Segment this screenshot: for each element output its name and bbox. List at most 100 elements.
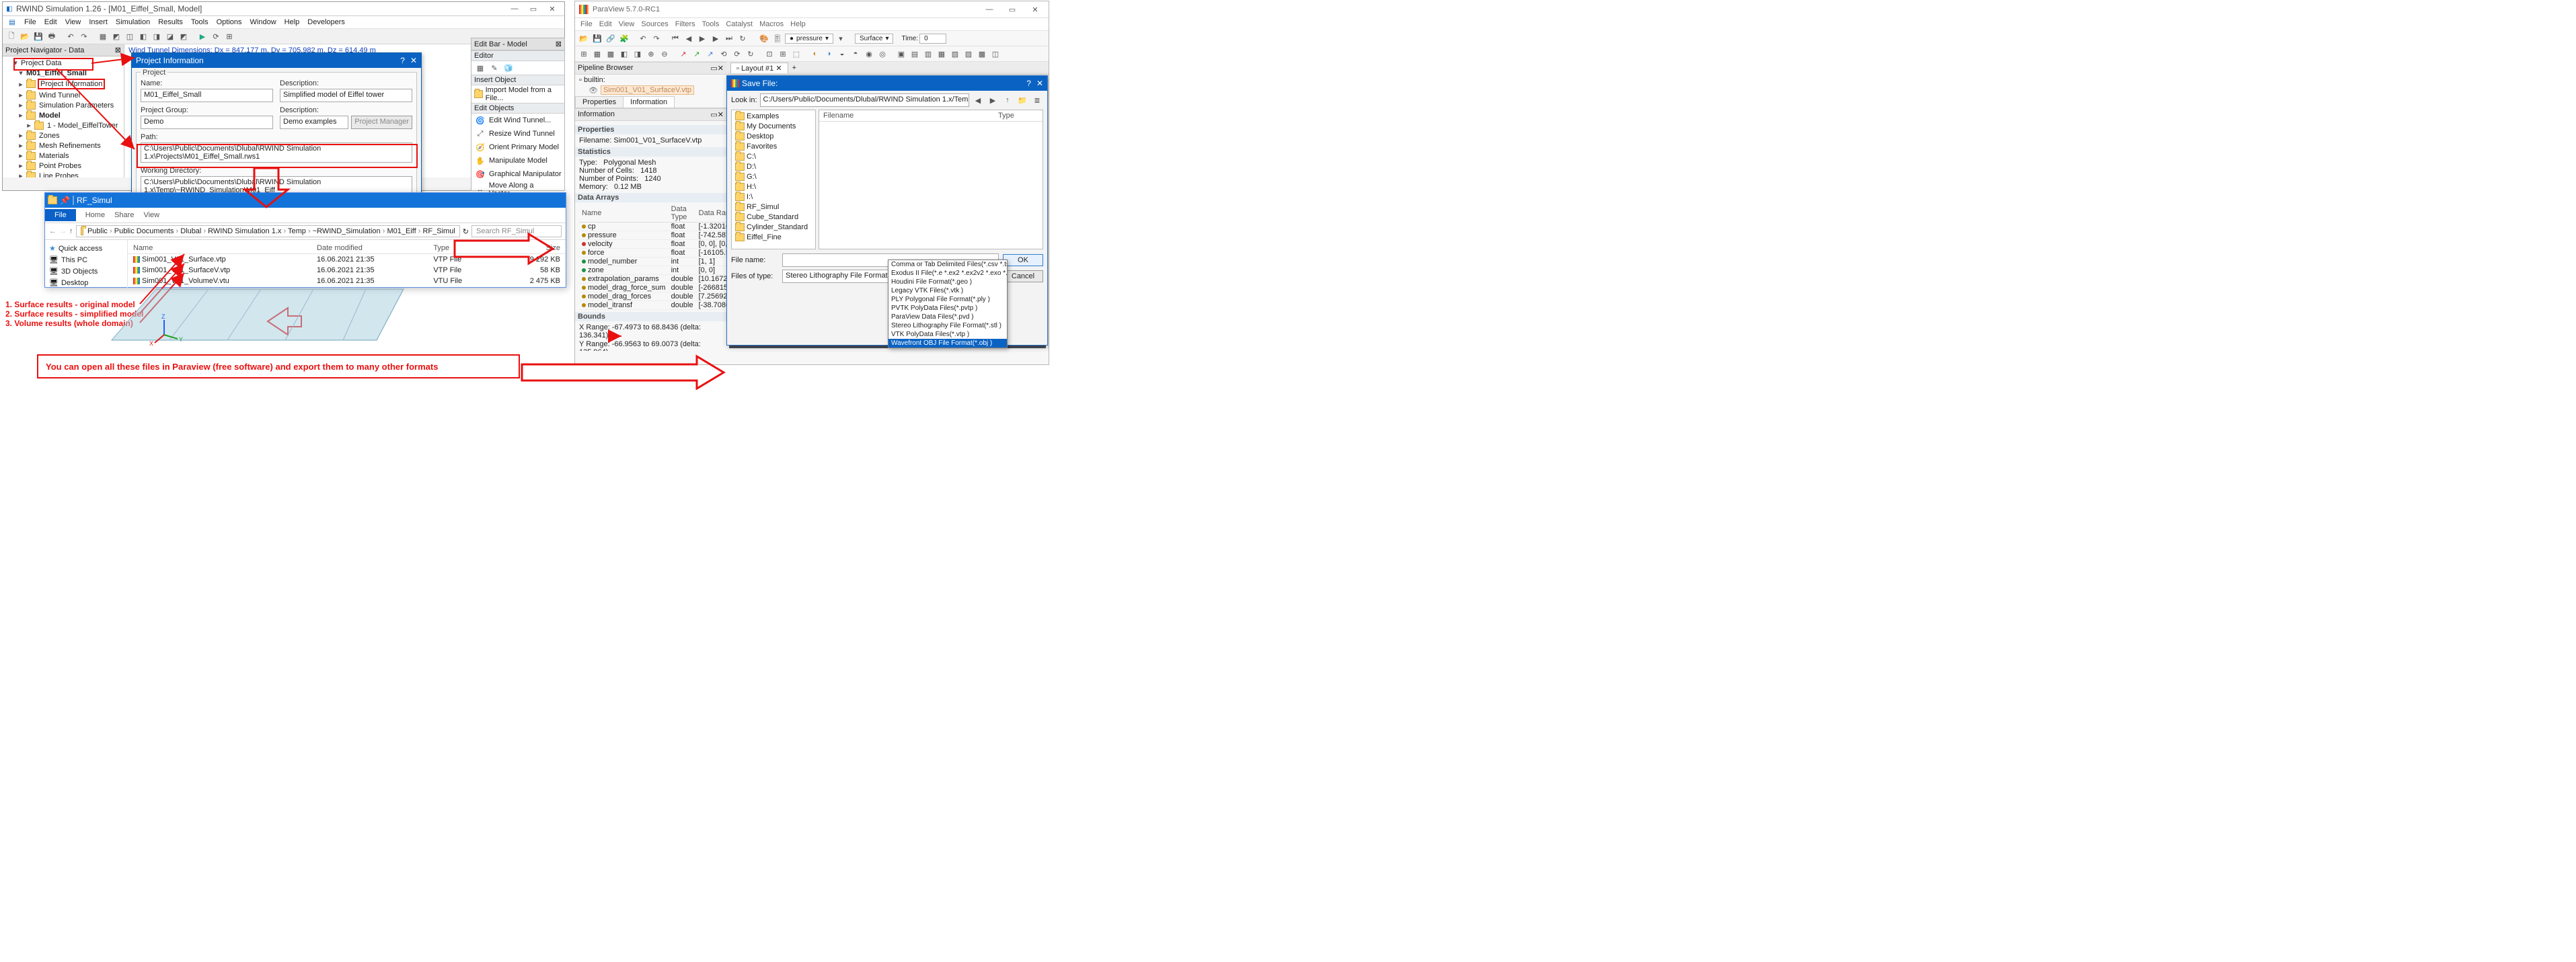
menu-file[interactable]: File bbox=[24, 18, 36, 26]
group-field[interactable]: Demo bbox=[141, 116, 273, 129]
panel-undock-icon[interactable]: ▭ bbox=[710, 64, 717, 73]
format-option[interactable]: Stereo Lithography File Format(*.stl ) bbox=[888, 321, 1007, 330]
tool-btn[interactable]: ◩ bbox=[110, 30, 122, 42]
tb-icon[interactable]: ◒ bbox=[836, 48, 848, 60]
file-row[interactable]: Sim001_V01_VolumeV.vtu16.06.2021 21:35VT… bbox=[128, 276, 566, 286]
maximize-button[interactable]: ▭ bbox=[1003, 3, 1022, 15]
menu-file[interactable]: File bbox=[580, 20, 593, 28]
pipeline-source[interactable]: 👁Sim001_V01_SurfaceV.vtp bbox=[579, 85, 722, 95]
format-option[interactable]: VTK PolyData Files(*.vtp ) bbox=[888, 330, 1007, 339]
undo-icon[interactable]: ↶ bbox=[637, 32, 649, 44]
edit-action-item[interactable]: 🧭Orient Primary Model bbox=[471, 141, 564, 154]
tree-item[interactable]: ▸Simulation Parameters bbox=[3, 100, 124, 110]
menu-filters[interactable]: Filters bbox=[675, 20, 695, 28]
shortcut-item[interactable]: G:\ bbox=[733, 172, 814, 182]
tree-item[interactable]: ▸Zones bbox=[3, 130, 124, 141]
desc2-field[interactable]: Demo examples bbox=[280, 116, 348, 129]
format-option[interactable]: Legacy VTK Files(*.vtk ) bbox=[888, 286, 1007, 295]
array-row[interactable]: extrapolation_paramsdouble[10.1672, 10.1… bbox=[579, 275, 726, 284]
lookin-field[interactable]: C:/Users/Public/Documents/Dlubal/RWIND S… bbox=[760, 93, 969, 107]
col-filename[interactable]: Filename bbox=[819, 110, 994, 122]
tb-icon[interactable]: ◎ bbox=[876, 48, 888, 60]
tb-icon[interactable]: ⊞ bbox=[777, 48, 789, 60]
tool-btn[interactable]: ▦ bbox=[97, 30, 109, 42]
tb-icon[interactable]: ▨ bbox=[962, 48, 975, 60]
shortcut-item[interactable]: C:\ bbox=[733, 152, 814, 161]
col-date[interactable]: Date modified bbox=[311, 243, 428, 254]
back-icon[interactable]: ◀ bbox=[972, 94, 984, 106]
tool-btn[interactable]: ◨ bbox=[151, 30, 163, 42]
menu-developers[interactable]: Developers bbox=[307, 18, 345, 26]
menu-results[interactable]: Results bbox=[158, 18, 183, 26]
tab-properties[interactable]: Properties bbox=[575, 96, 623, 108]
maximize-button[interactable]: ▭ bbox=[524, 3, 543, 15]
tb-icon[interactable]: ↗ bbox=[691, 48, 703, 60]
scalar-icon[interactable]: 🎨 bbox=[758, 32, 770, 44]
ribbon-file-tab[interactable]: File bbox=[45, 209, 76, 221]
ribbon-view-tab[interactable]: View bbox=[143, 211, 159, 219]
editor-tool-icon[interactable]: ✎ bbox=[488, 62, 500, 74]
menu-insert[interactable]: Insert bbox=[89, 18, 108, 26]
tool-undo-icon[interactable]: ↶ bbox=[65, 30, 77, 42]
crumb[interactable]: Dlubal bbox=[180, 227, 201, 235]
connect-icon[interactable]: 🔗 bbox=[605, 32, 617, 44]
tb-icon[interactable]: ⟳ bbox=[731, 48, 743, 60]
tree-project[interactable]: ▾M01_Eiffel_Small bbox=[3, 68, 124, 78]
close-button[interactable]: ✕ bbox=[543, 3, 562, 15]
menu-options[interactable]: Options bbox=[217, 18, 242, 26]
crumb[interactable]: M01_Eiff bbox=[387, 227, 416, 235]
panel-close-icon[interactable]: ✕ bbox=[718, 64, 724, 73]
play-prev-icon[interactable]: ◀ bbox=[683, 32, 695, 44]
format-option[interactable]: Houdini File Format(*.geo ) bbox=[888, 278, 1007, 286]
tb-icon[interactable]: ▥ bbox=[922, 48, 934, 60]
shortcut-item[interactable]: My Documents bbox=[733, 122, 814, 131]
crumb[interactable]: RWIND Simulation 1.x bbox=[208, 227, 281, 235]
tab-information[interactable]: Information bbox=[623, 96, 675, 108]
editor-tool-icon[interactable]: 🧊 bbox=[502, 62, 515, 74]
sidebar-item[interactable]: ★Quick access bbox=[49, 243, 123, 254]
tb-icon[interactable]: ▣ bbox=[895, 48, 907, 60]
tb-icon[interactable]: ⊞ bbox=[578, 48, 590, 60]
close-button[interactable]: ✕ bbox=[1026, 3, 1045, 15]
tool-btn[interactable]: ▶ bbox=[196, 30, 209, 42]
file-row[interactable]: Sim001_V01_Surface.vtp16.06.2021 21:35VT… bbox=[128, 254, 566, 266]
crumb[interactable]: Temp bbox=[288, 227, 306, 235]
shortcut-item[interactable]: D:\ bbox=[733, 162, 814, 171]
viewmode-icon[interactable]: ≣ bbox=[1031, 94, 1043, 106]
newfolder-icon[interactable]: 📁 bbox=[1016, 94, 1028, 106]
array-row[interactable]: forcefloat[-16105.5, 42976.9] bbox=[579, 249, 726, 257]
edit-action-item[interactable]: 🌀Edit Wind Tunnel... bbox=[471, 114, 564, 127]
tb-icon[interactable]: ⊕ bbox=[645, 48, 657, 60]
menu-macros[interactable]: Macros bbox=[759, 20, 784, 28]
tool-btn[interactable]: ⟳ bbox=[210, 30, 222, 42]
minimize-button[interactable]: — bbox=[980, 3, 999, 15]
color-by-dropdown[interactable]: ● pressure ▾ bbox=[785, 34, 833, 44]
tool-print-icon[interactable]: 🖶 bbox=[46, 30, 58, 42]
tb-icon[interactable]: ↻ bbox=[745, 48, 757, 60]
tree-item[interactable]: ▸Materials bbox=[3, 151, 124, 161]
time-field[interactable]: 0 bbox=[919, 34, 946, 44]
crumb[interactable]: ~RWIND_Simulation bbox=[313, 227, 381, 235]
path-field[interactable]: C:\Users\Public\Documents\Dlubal\RWIND S… bbox=[141, 143, 412, 163]
representation-dropdown[interactable]: Surface ▾ bbox=[855, 34, 894, 44]
tool-btn[interactable]: ◩ bbox=[178, 30, 190, 42]
panel-close-icon[interactable]: ⊠ bbox=[115, 46, 121, 54]
back-button[interactable]: ← bbox=[49, 227, 56, 235]
import-model-item[interactable]: Import Model from a File... bbox=[471, 85, 564, 103]
menu-help[interactable]: Help bbox=[285, 18, 300, 26]
shortcut-item[interactable]: Examples bbox=[733, 112, 814, 121]
format-option[interactable]: ParaView Data Files(*.pvd ) bbox=[888, 313, 1007, 321]
tree-item[interactable]: ▸Point Probes bbox=[3, 161, 124, 171]
tool-btn[interactable]: ⊞ bbox=[223, 30, 235, 42]
panel-close-icon[interactable]: ⊠ bbox=[556, 40, 562, 48]
scalar-icon[interactable]: 🎚 bbox=[771, 32, 784, 44]
menu-sources[interactable]: Sources bbox=[641, 20, 668, 28]
shortcut-item[interactable]: I:\ bbox=[733, 192, 814, 202]
menu-edit[interactable]: Edit bbox=[599, 20, 612, 28]
array-row[interactable]: model_itransfdouble[-38.7086, 1] bbox=[579, 301, 726, 310]
array-row[interactable]: zoneint[0, 0] bbox=[579, 266, 726, 275]
name-field[interactable]: M01_Eiffel_Small bbox=[141, 89, 273, 102]
desc-field[interactable]: Simplified model of Eiffel tower bbox=[280, 89, 412, 102]
forward-button[interactable]: → bbox=[59, 227, 67, 235]
fwd-icon[interactable]: ▶ bbox=[987, 94, 999, 106]
